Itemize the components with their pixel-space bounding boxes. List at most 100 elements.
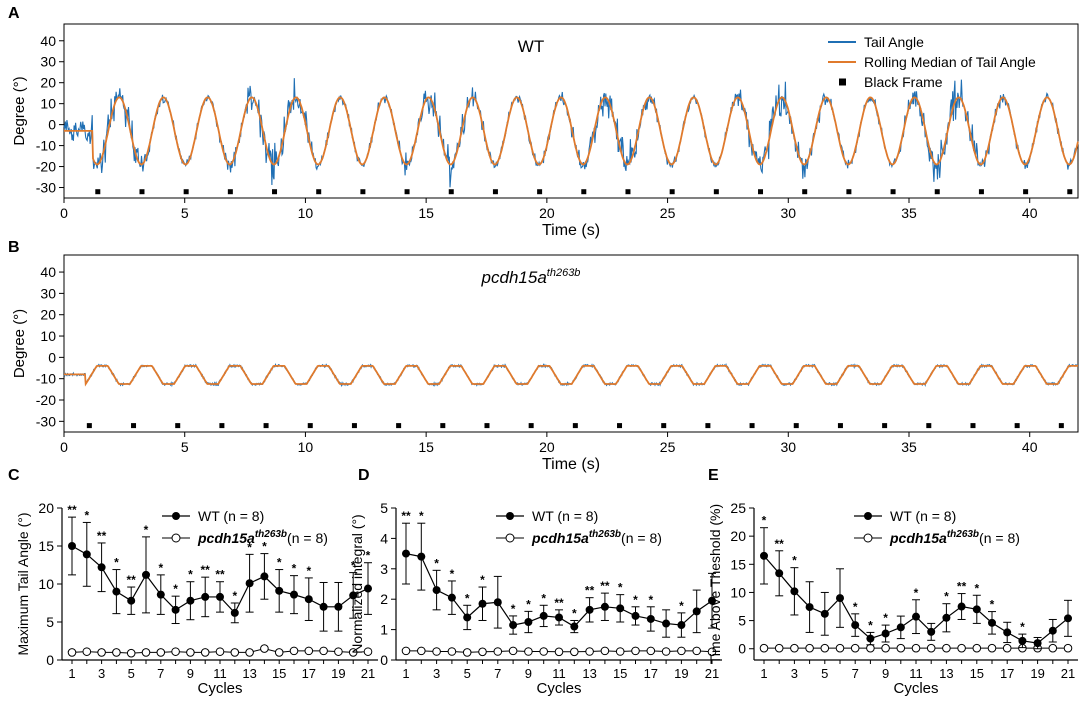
x-tick-label: 1	[68, 666, 75, 681]
x-tick-label: 21	[705, 666, 719, 681]
mutant-point	[570, 647, 579, 657]
y-tick-label: 10	[40, 328, 56, 344]
wt-point	[570, 622, 579, 631]
legend-marker-filled	[506, 512, 514, 520]
wt-point	[927, 627, 936, 636]
significance-label: **	[554, 596, 564, 610]
x-tick-label: 21	[1061, 666, 1075, 681]
panel-b-chart: -30 -20 -10 0 10 20 30 40 0 5 10 15 20 25 30 35 40 Time (…	[11, 254, 1079, 473]
x-tick-label: 9	[187, 666, 194, 681]
significance-label: *	[465, 591, 470, 605]
wt-point	[662, 619, 671, 628]
x-tick-label: 25	[660, 439, 676, 455]
significance-label: **	[97, 529, 107, 543]
black-frame-marker	[1058, 423, 1064, 429]
y-tick-label: -10	[36, 371, 56, 387]
significance-label: *	[679, 599, 684, 613]
legend-genotype: pcdh15a	[889, 530, 947, 546]
mutant-point	[1063, 643, 1073, 653]
mutant-point	[1002, 643, 1012, 653]
wt-point	[866, 634, 875, 643]
y-tick-label: 1	[380, 622, 388, 638]
wt-point	[478, 599, 487, 608]
series-rolling-median-line	[64, 96, 1079, 166]
wt-point	[616, 604, 625, 613]
black-frame-marker	[484, 423, 490, 429]
wt-point	[290, 590, 298, 599]
panel-letter-a: A	[8, 5, 20, 22]
wt-point	[555, 613, 563, 622]
x-tick-label: 40	[1022, 439, 1038, 455]
wt-point	[349, 591, 358, 600]
significance-label: **	[401, 509, 411, 523]
x-tick-label: 20	[539, 439, 555, 455]
black-frame-marker	[1014, 423, 1020, 429]
mutant-point	[850, 643, 860, 653]
legend-count: (n = 8)	[621, 530, 662, 546]
significance-label: *	[306, 564, 311, 578]
significance-label: *	[914, 586, 919, 600]
y-tick-label: 40	[40, 33, 56, 49]
wt-point	[677, 621, 686, 630]
mutant-point	[67, 648, 77, 657]
mutant-point	[334, 647, 343, 656]
mutant-point	[289, 646, 299, 656]
significance-label: *	[292, 562, 297, 576]
significance-label: *	[762, 514, 767, 528]
black-frame-marker	[175, 423, 181, 429]
panel-letter-d: D	[358, 467, 370, 484]
y-tick-label: -30	[36, 180, 56, 196]
black-frame-marker	[758, 189, 764, 195]
y-tick-label: 5	[46, 614, 54, 630]
mutant-point	[692, 646, 702, 656]
significance-label: *	[618, 581, 623, 595]
black-frame-marker	[360, 189, 366, 195]
y-tick-label: 20	[38, 500, 54, 516]
x-tick-label: 3	[791, 666, 798, 681]
wt-point	[1064, 614, 1072, 623]
wt-point	[319, 602, 328, 611]
wt-point	[1048, 626, 1057, 635]
y-tick-label: 15	[38, 538, 54, 554]
x-tick-label: 9	[525, 666, 532, 681]
black-frame-marker	[307, 423, 313, 429]
wt-point	[896, 623, 905, 632]
significance-label: *	[419, 509, 424, 523]
legend-superscript: th263b	[255, 529, 287, 540]
wt-point	[447, 593, 456, 602]
black-frame-marker	[978, 189, 984, 195]
y-tick-label: 0	[48, 117, 56, 133]
wt-point	[790, 587, 799, 596]
black-frame-marker	[802, 189, 808, 195]
significance-label: *	[511, 602, 516, 616]
legend-entry: pcdh15ath263b(n = 8)	[889, 529, 1020, 546]
y-axis-label: Degree (°)	[11, 309, 28, 378]
wt-point	[493, 598, 502, 607]
legend-count: (n = 8)	[287, 530, 328, 546]
legend-marker-filled	[172, 512, 180, 520]
wt-point	[304, 595, 313, 604]
black-frame-marker	[227, 189, 233, 195]
black-frame-marker	[617, 423, 623, 429]
significance-label: *	[144, 523, 149, 537]
y-tick-label: 30	[40, 285, 56, 301]
x-tick-label: 7	[852, 666, 859, 681]
x-axis-label: Time (s)	[542, 456, 600, 473]
significance-label: *	[114, 556, 119, 570]
x-tick-label: 13	[582, 666, 596, 681]
y-tick-label: 10	[38, 576, 54, 592]
wt-point	[912, 612, 920, 621]
mutant-point	[805, 643, 814, 653]
mutant-point	[881, 643, 890, 653]
y-tick-label: 30	[40, 54, 56, 70]
black-frame-marker	[316, 189, 322, 195]
mutant-point	[186, 648, 195, 657]
mutant-point	[126, 648, 136, 658]
x-axis-label: Cycles	[893, 680, 938, 697]
wt-point	[631, 611, 640, 620]
significance-label: *	[1020, 620, 1025, 634]
mutant-point	[820, 643, 830, 653]
y-tick-label: 10	[40, 96, 56, 112]
wt-point	[881, 629, 890, 638]
